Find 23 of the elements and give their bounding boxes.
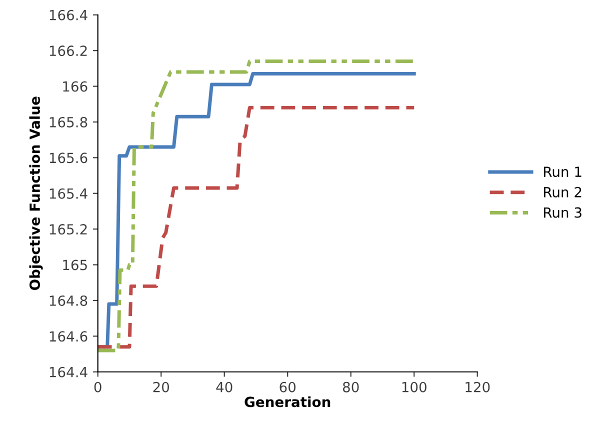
x-tick-label: 60 (280, 382, 296, 392)
x-tick-label: 80 (342, 382, 359, 392)
x-tick-label: 120 (466, 382, 490, 392)
y-tick-label: 164.4 (50, 366, 88, 378)
y-tick-label: 164.6 (50, 331, 88, 342)
y-tick-label: 166 (63, 81, 88, 92)
y-tick-label: 166.4 (50, 10, 88, 20)
y-tick-label: 165 (63, 260, 87, 270)
x-tick-label: 40 (216, 382, 232, 392)
y-tick-label: 164.8 (50, 295, 88, 306)
legend-label: Run 2 (544, 186, 582, 198)
y-axis-title: Objective Function Value (29, 96, 43, 290)
y-tick-label: 165.6 (50, 152, 88, 164)
x-tick-label: 0 (94, 382, 102, 392)
legend-label: Run 3 (544, 207, 582, 218)
y-tick-label: 166.2 (50, 46, 87, 56)
x-tick-label: 100 (402, 382, 426, 392)
y-tick-label: 165.4 (50, 188, 88, 199)
x-tick-label: 20 (153, 382, 170, 392)
y-tick-label: 165.2 (50, 224, 87, 235)
legend-label: Run 1 (544, 166, 582, 178)
x-axis-title: Generation (244, 396, 330, 408)
y-tick-label: 165.8 (50, 116, 88, 128)
